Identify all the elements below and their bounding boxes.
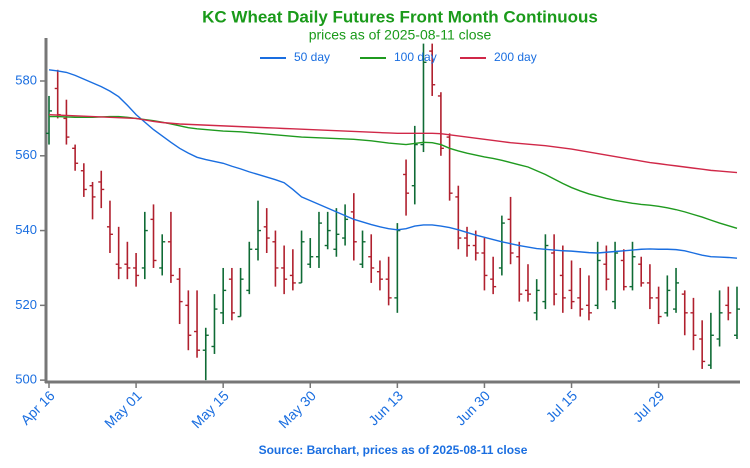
y-tick-label: 580	[15, 72, 37, 87]
chart-title: KC Wheat Daily Futures Front Month Conti…	[202, 7, 598, 26]
ma-line	[48, 69, 738, 259]
x-tick-label: Jun 13	[365, 387, 406, 428]
x-tick-label: May 15	[188, 387, 232, 431]
y-tick-label: 540	[15, 222, 37, 237]
legend-label: 200 day	[494, 50, 537, 64]
x-tick-label: May 30	[275, 387, 319, 431]
x-tick-label: Jun 30	[452, 387, 493, 428]
chart-subtitle: prices as of 2025-08-11 close	[309, 27, 492, 43]
y-tick-label: 520	[15, 297, 37, 312]
y-tick-label: 560	[15, 147, 37, 162]
x-tick-label: Apr 16	[17, 387, 58, 428]
x-tick-label: Jul 15	[543, 387, 581, 425]
legend-label: 50 day	[294, 50, 330, 64]
legend-label: 100 day	[394, 50, 437, 64]
x-tick-label: Jul 29	[630, 387, 668, 425]
x-tick-label: May 01	[101, 387, 145, 431]
y-tick-label: 500	[15, 372, 37, 387]
chart-footer: Source: Barchart, prices as of 2025-08-1…	[259, 443, 528, 457]
ma-line	[48, 113, 738, 174]
